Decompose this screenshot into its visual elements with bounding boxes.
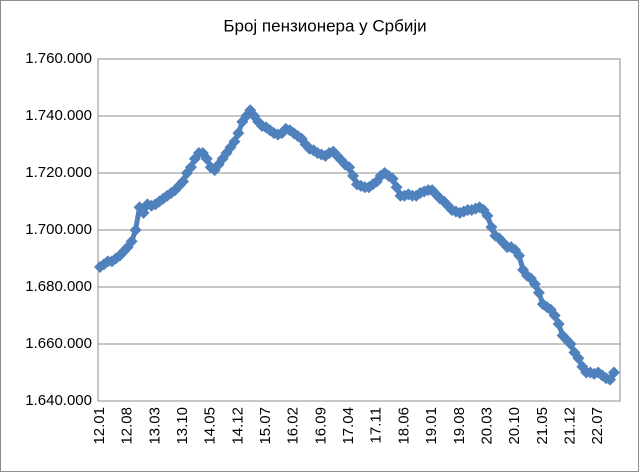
data-marker xyxy=(390,181,403,194)
data-marker xyxy=(228,135,241,148)
data-marker xyxy=(343,161,356,174)
plot-area xyxy=(97,58,621,402)
x-tick-label: 19.08 xyxy=(451,407,468,445)
data-marker xyxy=(386,172,399,185)
x-tick-label: 20.10 xyxy=(506,407,523,445)
data-marker xyxy=(548,309,561,322)
x-tick-label: 18.06 xyxy=(395,407,412,445)
y-tick-label: 1.760.000 xyxy=(25,50,92,67)
x-tick-label: 21.12 xyxy=(561,407,578,445)
y-tick-label: 1.660.000 xyxy=(25,335,92,352)
data-marker xyxy=(528,278,541,291)
data-marker xyxy=(552,318,565,331)
data-marker xyxy=(485,221,498,234)
x-tick-label: 19.01 xyxy=(423,407,440,445)
data-marker xyxy=(117,245,130,258)
x-tick-label: 21.05 xyxy=(534,407,551,445)
x-tick-label: 13.03 xyxy=(146,407,163,445)
data-marker xyxy=(200,152,213,165)
x-tick-label: 16.02 xyxy=(285,407,302,445)
data-marker xyxy=(513,249,526,262)
data-marker xyxy=(125,235,138,248)
data-marker xyxy=(532,286,545,299)
y-tick-label: 1.700.000 xyxy=(25,221,92,238)
x-tick-label: 17.04 xyxy=(340,407,357,445)
data-marker xyxy=(347,169,360,182)
data-marker xyxy=(184,161,197,174)
y-tick-label: 1.740.000 xyxy=(25,107,92,124)
x-tick-label: 13.10 xyxy=(174,407,191,445)
data-marker xyxy=(564,338,577,350)
x-tick-label: 14.05 xyxy=(202,407,219,445)
y-tick-label: 1.720.000 xyxy=(25,164,92,181)
data-marker xyxy=(572,352,585,365)
data-marker xyxy=(248,110,261,122)
x-tick-label: 17.11 xyxy=(368,407,385,443)
chart-title: Број пензионера у Србији xyxy=(223,16,426,35)
data-marker xyxy=(177,175,190,188)
x-tick-label: 22.07 xyxy=(589,407,606,445)
x-tick-label: 12.08 xyxy=(119,407,136,445)
x-tick-label: 14.12 xyxy=(229,407,246,445)
y-tick-label: 1.640.000 xyxy=(25,392,92,409)
data-marker xyxy=(232,127,245,140)
x-tick-label: 16.09 xyxy=(312,407,329,445)
x-tick-label: 12.01 xyxy=(91,407,108,445)
x-tick-label: 20.03 xyxy=(478,407,495,445)
data-marker xyxy=(608,366,620,379)
x-tick-label: 15.07 xyxy=(257,407,274,445)
data-marker xyxy=(481,209,494,222)
data-marker xyxy=(129,224,142,236)
data-marker xyxy=(137,206,150,219)
y-tick-label: 1.680.000 xyxy=(25,278,92,295)
